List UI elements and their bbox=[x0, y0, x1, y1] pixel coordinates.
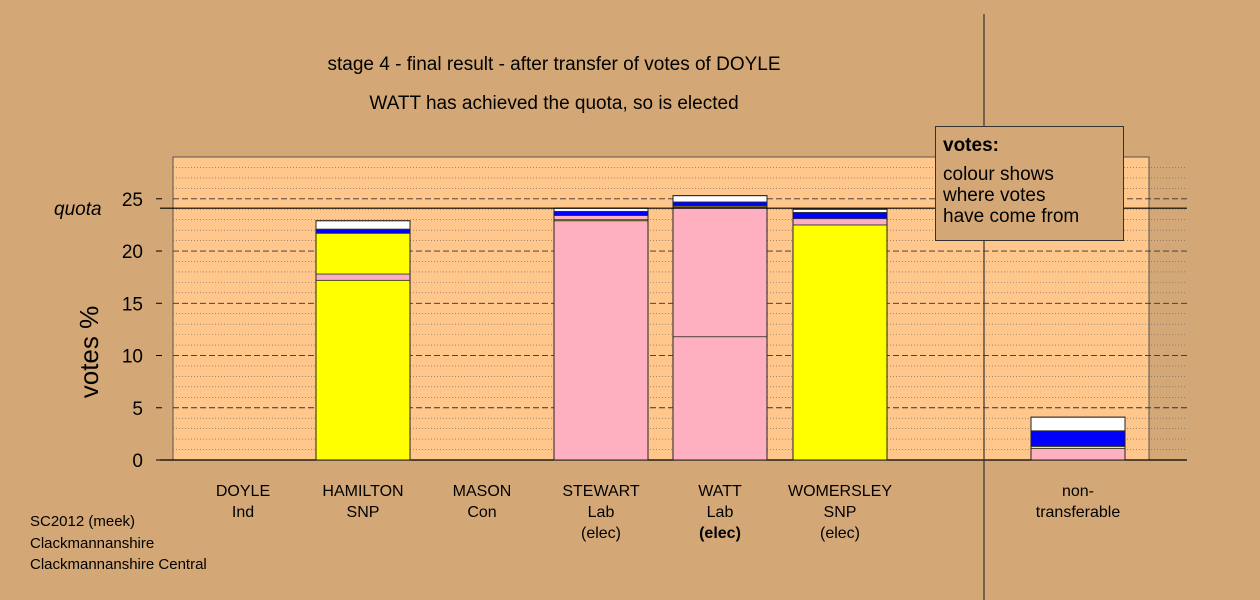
x-category-name: STEWART bbox=[562, 483, 640, 500]
chart-title: stage 4 - final result - after transfer … bbox=[327, 54, 781, 75]
y-axis-label: votes % bbox=[74, 306, 104, 399]
y-tick-label: 25 bbox=[122, 190, 143, 211]
x-category-party: SNP bbox=[824, 504, 857, 521]
bar-segment bbox=[315, 232, 411, 275]
footer-line: SC2012 (meek) bbox=[30, 513, 136, 530]
x-category-party: Con bbox=[467, 504, 496, 521]
bar-segment bbox=[553, 220, 649, 461]
bar-segment bbox=[672, 195, 768, 203]
bar-segment bbox=[315, 273, 411, 281]
legend-line: have come from bbox=[943, 206, 1080, 227]
x-category-name: HAMILTON bbox=[322, 483, 403, 500]
x-category-status: (elec) bbox=[581, 525, 621, 542]
bar-outline bbox=[315, 220, 411, 461]
x-category-status: (elec) bbox=[699, 525, 741, 542]
x-category-party: Lab bbox=[588, 504, 615, 521]
legend-title: votes: bbox=[943, 135, 999, 156]
bar-segment bbox=[1030, 430, 1126, 447]
x-category-party: Lab bbox=[707, 504, 734, 521]
bar-segment bbox=[315, 228, 411, 234]
y-tick-label: 0 bbox=[132, 451, 143, 472]
bar-segment bbox=[792, 218, 888, 226]
bar-outline bbox=[1030, 416, 1126, 461]
bar-segment bbox=[672, 201, 768, 207]
bar-segment bbox=[792, 224, 888, 461]
bar-segment bbox=[792, 211, 888, 220]
legend-line: colour shows bbox=[943, 164, 1054, 185]
x-category-name: DOYLE bbox=[216, 483, 270, 500]
bar-outline bbox=[792, 208, 888, 461]
bar-segment bbox=[553, 210, 649, 216]
y-tick-label: 20 bbox=[122, 242, 143, 263]
bar-segment bbox=[315, 279, 411, 461]
x-category-status: (elec) bbox=[820, 525, 860, 542]
bar-segment bbox=[672, 336, 768, 461]
y-tick-label: 10 bbox=[122, 347, 143, 368]
legend-box: votes: colour shows where votes have com… bbox=[935, 126, 1124, 241]
bar-segment bbox=[553, 215, 649, 221]
x-category-name: MASON bbox=[453, 483, 512, 500]
bar-segment bbox=[1030, 448, 1126, 461]
y-tick-label: 5 bbox=[132, 399, 143, 420]
x-category-party: Ind bbox=[232, 504, 254, 521]
legend-line: where votes bbox=[943, 185, 1046, 206]
footer-line: Clackmannanshire Central bbox=[30, 556, 207, 573]
x-category-name: WOMERSLEY bbox=[788, 483, 892, 500]
x-category-name: WATT bbox=[698, 483, 742, 500]
bar-segment bbox=[672, 206, 768, 338]
quota-label: quota bbox=[54, 199, 102, 220]
x-category-party: SNP bbox=[347, 504, 380, 521]
bar-outline bbox=[672, 195, 768, 461]
x-category-party: transferable bbox=[1036, 504, 1121, 521]
y-tick-label: 15 bbox=[122, 294, 143, 315]
bar-segment bbox=[315, 220, 411, 230]
chart-subtitle: WATT has achieved the quota, so is elect… bbox=[369, 93, 739, 114]
footer-line: Clackmannanshire bbox=[30, 535, 155, 552]
x-category-name: non- bbox=[1062, 483, 1094, 500]
bar-segment bbox=[1030, 416, 1126, 432]
